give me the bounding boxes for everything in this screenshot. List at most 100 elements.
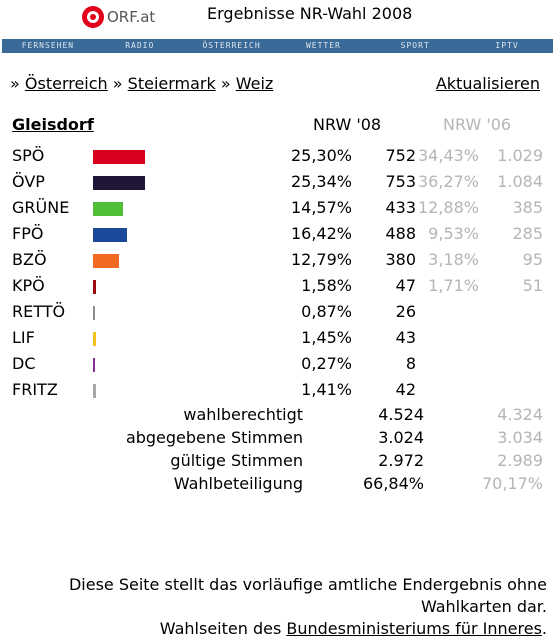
breadcrumb-oesterreich[interactable]: Österreich bbox=[24, 74, 108, 93]
orf-logo-icon bbox=[82, 6, 104, 28]
party-name: RETTÖ bbox=[12, 302, 66, 321]
party-share-bar bbox=[93, 306, 95, 320]
party-name: BZÖ bbox=[12, 250, 47, 269]
footer-prefix: Wahlseiten des bbox=[159, 619, 287, 638]
party-votes-2008: 753 bbox=[385, 172, 416, 191]
party-votes-2006: 1.029 bbox=[497, 146, 543, 165]
party-votes-2008: 43 bbox=[395, 328, 416, 347]
party-row: FRITZ 1,41% 42 bbox=[0, 380, 555, 406]
party-votes-2006: 51 bbox=[522, 276, 543, 295]
party-votes-2008: 433 bbox=[385, 198, 416, 217]
party-votes-2008: 47 bbox=[395, 276, 416, 295]
party-percent-2008: 25,34% bbox=[290, 172, 352, 191]
party-percent-2006: 9,53% bbox=[428, 224, 479, 243]
stat-value-2008: 66,84% bbox=[362, 474, 424, 493]
nav-item-sport[interactable]: SPORT bbox=[400, 41, 430, 50]
breadcrumb-steiermark[interactable]: Steiermark bbox=[127, 74, 216, 93]
party-name: SPÖ bbox=[12, 146, 45, 165]
nav-item-oesterreich[interactable]: ÖSTERREICH bbox=[202, 41, 261, 50]
orf-logo[interactable]: ORF.at bbox=[82, 4, 155, 30]
breadcrumb-separator: » bbox=[112, 74, 123, 93]
party-share-bar bbox=[93, 358, 95, 372]
party-row: LIF 1,45% 43 bbox=[0, 328, 555, 354]
stat-label: gültige Stimmen bbox=[170, 451, 303, 470]
footer-suffix: . bbox=[541, 619, 547, 638]
party-votes-2006: 1.084 bbox=[497, 172, 543, 191]
stat-row: gültige Stimmen 2.972 2.989 bbox=[0, 451, 555, 473]
party-share-bar bbox=[93, 384, 96, 398]
party-percent-2008: 0,87% bbox=[301, 302, 352, 321]
stat-value-2006: 4.324 bbox=[497, 405, 543, 424]
stat-value-2008: 4.524 bbox=[378, 405, 424, 424]
district-name[interactable]: Gleisdorf bbox=[12, 115, 94, 134]
header: ORF.at Ergebnisse NR-Wahl 2008 bbox=[0, 0, 555, 38]
party-share-bar bbox=[93, 254, 119, 268]
party-name: GRÜNE bbox=[12, 198, 70, 217]
party-share-bar bbox=[93, 202, 123, 216]
party-votes-2008: 752 bbox=[385, 146, 416, 165]
stat-row: abgegebene Stimmen 3.024 3.034 bbox=[0, 428, 555, 450]
stat-value-2006: 3.034 bbox=[497, 428, 543, 447]
stat-value-2006: 70,17% bbox=[481, 474, 543, 493]
nav-item-wetter[interactable]: WETTER bbox=[305, 41, 341, 50]
stat-row: Wahlbeteiligung 66,84% 70,17% bbox=[0, 474, 555, 496]
stat-label: Wahlbeteiligung bbox=[173, 474, 303, 493]
party-votes-2008: 42 bbox=[395, 380, 416, 399]
nav-item-radio[interactable]: RADIO bbox=[125, 41, 155, 50]
party-name: FRITZ bbox=[12, 380, 58, 399]
party-votes-2006: 385 bbox=[512, 198, 543, 217]
party-votes-2008: 380 bbox=[385, 250, 416, 269]
party-percent-2008: 1,58% bbox=[301, 276, 352, 295]
party-percent-2006: 36,27% bbox=[417, 172, 479, 191]
column-header-2006: NRW '06 bbox=[443, 115, 512, 134]
party-share-bar bbox=[93, 176, 145, 190]
party-percent-2006: 3,18% bbox=[428, 250, 479, 269]
party-row: GRÜNE 14,57% 433 12,88% 385 bbox=[0, 198, 555, 224]
party-percent-2006: 12,88% bbox=[417, 198, 479, 217]
party-name: LIF bbox=[12, 328, 35, 347]
breadcrumb-weiz[interactable]: Weiz bbox=[235, 74, 274, 93]
stat-value-2008: 3.024 bbox=[378, 428, 424, 447]
nav-bar: FERNSEHEN RADIO ÖSTERREICH WETTER SPORT … bbox=[2, 39, 553, 53]
party-share-bar bbox=[93, 280, 96, 294]
party-name: DC bbox=[12, 354, 36, 373]
party-row: ÖVP 25,34% 753 36,27% 1.084 bbox=[0, 172, 555, 198]
logo-text: ORF.at bbox=[107, 8, 156, 26]
party-share-bar bbox=[93, 150, 145, 164]
party-row: DC 0,27% 8 bbox=[0, 354, 555, 380]
party-row: SPÖ 25,30% 752 34,43% 1.029 bbox=[0, 146, 555, 172]
party-votes-2008: 8 bbox=[405, 354, 416, 373]
party-row: RETTÖ 0,87% 26 bbox=[0, 302, 555, 328]
column-header-2008: NRW '08 bbox=[313, 115, 382, 134]
party-percent-2008: 14,57% bbox=[290, 198, 352, 217]
footer: Diese Seite stellt das vorläufige amtlic… bbox=[17, 574, 547, 640]
nav-item-fernsehen[interactable]: FERNSEHEN bbox=[21, 41, 75, 50]
party-percent-2006: 1,71% bbox=[428, 276, 479, 295]
breadcrumb-separator: » bbox=[220, 74, 231, 93]
party-percent-2008: 1,45% bbox=[301, 328, 352, 347]
party-votes-2006: 285 bbox=[512, 224, 543, 243]
ministry-link[interactable]: Bundesministeriums für Inneres bbox=[286, 619, 542, 638]
party-votes-2006: 95 bbox=[522, 250, 543, 269]
footer-disclaimer: Diese Seite stellt das vorläufige amtlic… bbox=[68, 575, 547, 616]
party-name: FPÖ bbox=[12, 224, 44, 243]
stat-label: abgegebene Stimmen bbox=[125, 428, 303, 447]
party-percent-2008: 25,30% bbox=[290, 146, 352, 165]
refresh-link[interactable]: Aktualisieren bbox=[435, 74, 540, 93]
party-percent-2008: 12,79% bbox=[290, 250, 352, 269]
party-name: ÖVP bbox=[12, 172, 45, 191]
party-share-bar bbox=[93, 332, 96, 346]
stat-value-2006: 2.989 bbox=[497, 451, 543, 470]
page-title: Ergebnisse NR-Wahl 2008 bbox=[207, 4, 413, 23]
party-percent-2008: 0,27% bbox=[301, 354, 352, 373]
party-row: BZÖ 12,79% 380 3,18% 95 bbox=[0, 250, 555, 276]
stat-label: wahlberechtigt bbox=[183, 405, 303, 424]
breadcrumb-separator: » bbox=[10, 74, 20, 93]
nav-item-iptv[interactable]: IPTV bbox=[495, 41, 519, 50]
party-percent-2008: 16,42% bbox=[290, 224, 352, 243]
stat-row: wahlberechtigt 4.524 4.324 bbox=[0, 405, 555, 427]
party-votes-2008: 26 bbox=[395, 302, 416, 321]
breadcrumb: » Österreich » Steiermark » Weiz bbox=[10, 74, 273, 93]
stat-value-2008: 2.972 bbox=[378, 451, 424, 470]
party-share-bar bbox=[93, 228, 127, 242]
